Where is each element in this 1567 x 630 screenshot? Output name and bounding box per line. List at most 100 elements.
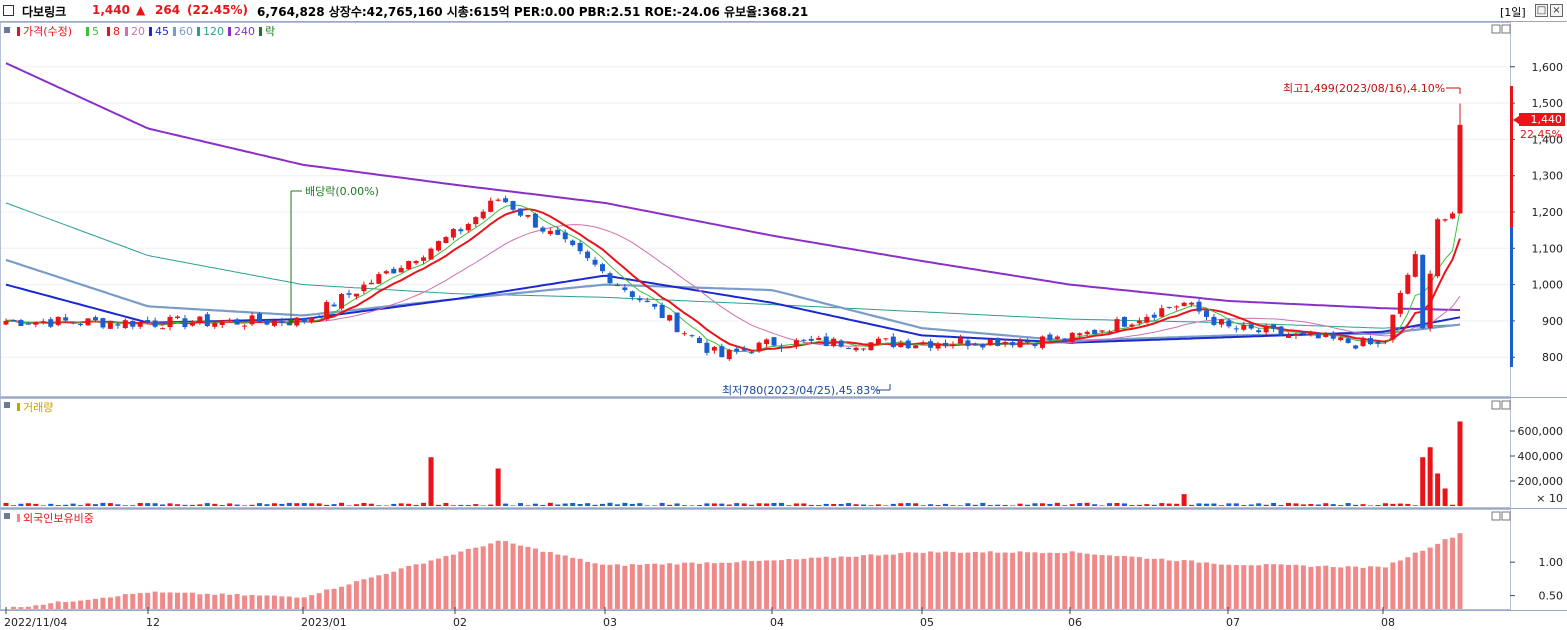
candle: [689, 335, 695, 337]
volume-bar: [413, 504, 419, 506]
volume-bar: [271, 503, 277, 506]
candle: [1420, 254, 1426, 329]
candle: [204, 314, 210, 326]
volume-bar: [652, 505, 658, 506]
panel-marker-icon: [4, 27, 10, 33]
current-price: 1,440: [92, 3, 130, 17]
foreign-holding-bar: [570, 557, 576, 609]
foreign-holding-bar: [1189, 560, 1195, 609]
foreign-holding-bar: [465, 548, 471, 609]
foreign-holding-bar: [1450, 537, 1456, 609]
volume-bar: [324, 504, 330, 506]
foreign-holding-bar: [607, 564, 613, 609]
foreign-holding-bar: [875, 555, 881, 609]
volume-bar: [48, 503, 54, 506]
volume-bar: [823, 503, 829, 506]
volume-bar: [585, 503, 591, 506]
foreign-holding-bar: [1248, 565, 1254, 609]
period-label[interactable]: [1일]: [1500, 6, 1526, 19]
volume-bar: [1420, 457, 1426, 506]
foreign-holding-bar: [1405, 557, 1411, 609]
volume-bar: [517, 503, 523, 506]
candle: [637, 298, 643, 301]
legend-swatch-foreign: [17, 514, 20, 522]
legend-ma5: 5: [92, 25, 99, 38]
foreign-holding-bar: [1412, 552, 1418, 609]
panel-minimize-icon[interactable]: [1491, 511, 1501, 521]
candle: [540, 227, 546, 232]
volume-bar: [570, 503, 576, 506]
volume-bar: [428, 457, 434, 506]
volume-bar: [898, 503, 904, 506]
candle: [614, 284, 620, 286]
candle: [48, 319, 54, 327]
foreign-holding-bar: [592, 563, 598, 609]
volume-bar: [40, 505, 46, 506]
foreign-holding-bar: [219, 593, 225, 609]
volume-bar: [846, 503, 852, 506]
panel-minimize-icon[interactable]: [1491, 400, 1501, 410]
foreign-holding-bar: [1002, 552, 1008, 609]
panel-marker-icon: [4, 402, 10, 408]
close-icon[interactable]: ×: [1550, 4, 1563, 17]
volume-bar: [1181, 494, 1187, 506]
foreign-holding-bar: [339, 586, 345, 609]
candle: [1025, 341, 1031, 343]
candle: [1010, 342, 1016, 346]
panel-minimize-icon[interactable]: [1491, 24, 1501, 34]
candle: [883, 338, 889, 340]
volume-bar: [1397, 503, 1403, 506]
candle: [1084, 331, 1090, 334]
foreign-holding-bar: [443, 556, 449, 609]
volume-bar: [1010, 505, 1016, 506]
candle: [331, 304, 337, 307]
candle: [92, 317, 98, 321]
panel-buttons[interactable]: [1491, 24, 1511, 521]
foreign-holding-bar: [719, 562, 725, 609]
foreign-holding-bar: [346, 584, 352, 609]
foreign-holding-bar: [495, 540, 501, 609]
candle: [145, 320, 151, 323]
candle: [271, 320, 277, 326]
candle: [197, 316, 203, 323]
foreign-holding-bar: [413, 564, 419, 609]
legend-swatch-ma120: [197, 27, 200, 36]
volume-bar: [637, 503, 643, 506]
legend-ex-dividend: 락: [265, 25, 275, 38]
foreign-holding-bar: [92, 598, 98, 609]
select-checkbox[interactable]: [3, 5, 14, 16]
foreign-holding-bar: [391, 571, 397, 609]
volume-bar: [1002, 504, 1008, 506]
up-arrow-icon: ▲: [136, 3, 146, 17]
foreign-holding-bar: [905, 552, 911, 609]
dividend-annotation: 배당락(0.00%): [288, 185, 379, 326]
panel-close-icon[interactable]: [1501, 24, 1511, 34]
panel-close-icon[interactable]: [1501, 511, 1511, 521]
foreign-holding-bar: [189, 592, 195, 609]
foreign-holding-bar: [995, 552, 1001, 609]
candle: [1442, 219, 1448, 221]
panel-close-icon[interactable]: [1501, 400, 1511, 410]
volume-bar: [540, 504, 546, 506]
foreign-holding-bar: [1397, 560, 1403, 609]
candle: [682, 333, 688, 335]
candle: [592, 259, 598, 265]
volume-bar: [1166, 503, 1172, 506]
volume-bar: [1382, 503, 1388, 506]
foreign-holding-bar: [846, 556, 852, 609]
y-axis-labels: 1,600 1,500 1,400 1,300 1,200 1,100 1,000 900 80…: [1510, 61, 1563, 603]
price-tick-label: 1,000: [1532, 279, 1564, 292]
volume-bar: [346, 505, 352, 506]
foreign-holding-bar: [182, 592, 188, 609]
legend-ma240: 240: [234, 25, 255, 38]
foreign-holding-bar: [943, 551, 949, 609]
volume-bar: [614, 504, 620, 506]
chart-canvas: 1,6001,5001,4001,3001,2001,1001,00090080…: [0, 22, 1567, 629]
volume-bar: [644, 505, 650, 506]
foreign-holding-bar: [435, 558, 441, 609]
price-tick-label: 900: [1542, 315, 1563, 328]
candle: [458, 229, 464, 232]
maximize-icon[interactable]: □: [1535, 4, 1548, 17]
foreign-holding-bar: [920, 553, 926, 609]
candle: [1315, 332, 1321, 339]
